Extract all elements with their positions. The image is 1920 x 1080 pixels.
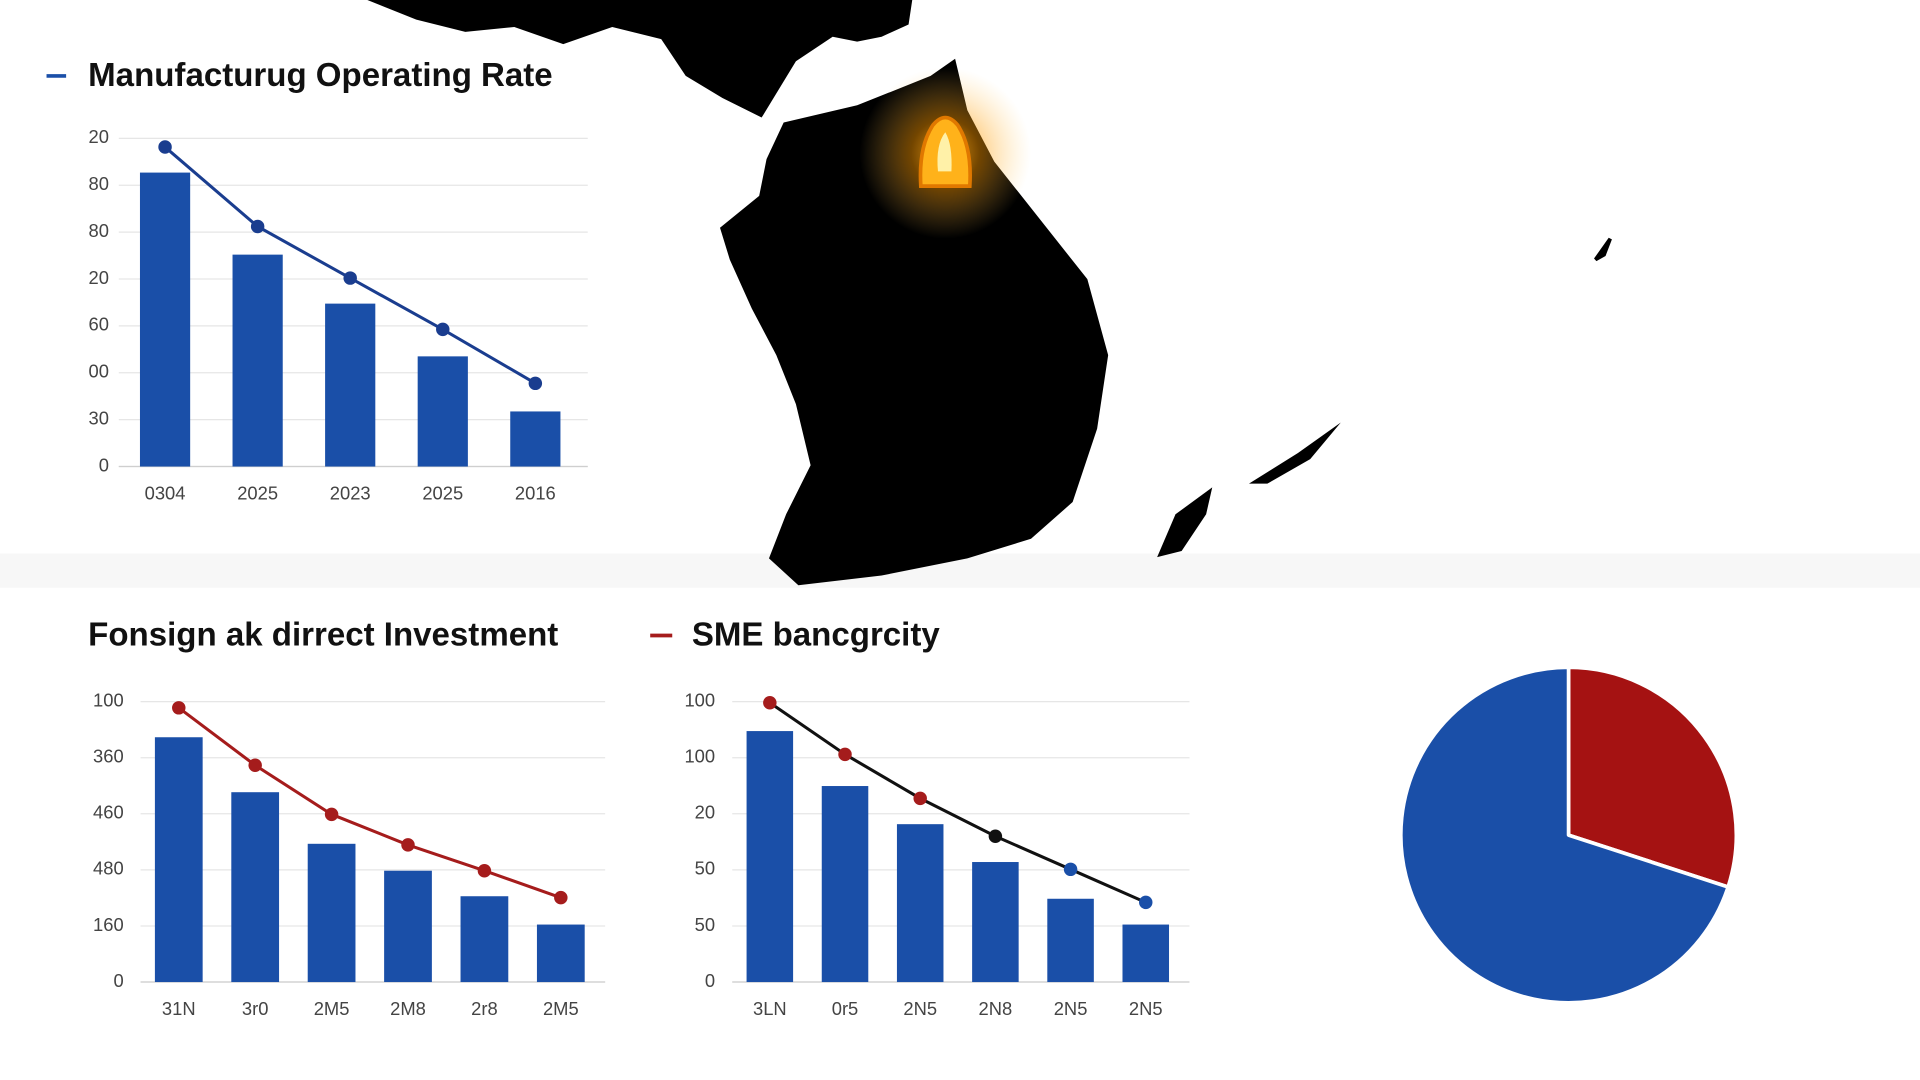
line-point xyxy=(172,701,186,715)
y-tick-label: 30 xyxy=(89,407,109,428)
y-tick-label: 480 xyxy=(93,858,124,879)
x-tick-label: 2N5 xyxy=(1054,998,1088,1019)
y-tick-label: 80 xyxy=(89,173,109,194)
line-point xyxy=(477,863,492,878)
x-tick-label: 2N5 xyxy=(1129,998,1163,1019)
bar xyxy=(536,924,585,983)
line-point xyxy=(401,838,415,852)
y-tick-label: 50 xyxy=(695,858,715,879)
y-tick-label: 80 xyxy=(89,220,109,241)
line-point xyxy=(1063,862,1078,877)
y-tick-label: 20 xyxy=(89,126,109,147)
bar xyxy=(384,870,432,983)
bar xyxy=(139,172,191,467)
x-tick-label: 2025 xyxy=(237,483,278,504)
line-point xyxy=(554,890,568,905)
line-point xyxy=(763,696,777,710)
y-tick-label: 100 xyxy=(684,746,715,767)
y-tick-label: 0 xyxy=(705,970,715,991)
bar xyxy=(1047,898,1094,983)
line-point xyxy=(436,322,450,337)
line-point xyxy=(324,807,339,822)
bar xyxy=(1122,924,1170,983)
bar xyxy=(510,411,561,467)
line-series xyxy=(177,706,562,900)
x-tick-label: 0r5 xyxy=(832,998,859,1019)
line-point xyxy=(1139,895,1153,910)
line-point xyxy=(838,747,852,762)
line-point xyxy=(158,140,172,154)
y-tick-label: 20 xyxy=(695,802,715,823)
x-tick-label: 2023 xyxy=(330,483,371,504)
alert-bell-highlight xyxy=(937,132,952,172)
map-island xyxy=(1594,237,1612,262)
bar xyxy=(896,824,944,983)
bar xyxy=(154,737,203,983)
bar xyxy=(325,303,376,467)
line-point xyxy=(250,219,265,234)
map xyxy=(367,0,1612,586)
bar xyxy=(231,792,280,983)
bar xyxy=(746,731,794,983)
bar xyxy=(232,254,283,467)
chart-title: Manufacturug Operating Rate xyxy=(88,57,553,94)
y-tick-label: 460 xyxy=(93,802,124,823)
line-point xyxy=(913,791,927,806)
x-tick-label: 3LN xyxy=(753,998,787,1019)
x-tick-label: 2016 xyxy=(515,483,556,504)
x-tick-label: 2N8 xyxy=(979,998,1013,1019)
x-tick-label: 2M5 xyxy=(314,998,350,1019)
y-tick-label: 00 xyxy=(89,361,109,382)
bar xyxy=(417,356,468,467)
line-series xyxy=(768,701,1147,904)
chart-title: Fonsign ak dirrect Investment xyxy=(88,616,558,653)
line-point xyxy=(528,376,543,391)
x-tick-label: 2M5 xyxy=(543,998,579,1019)
bar xyxy=(460,896,509,983)
line-point xyxy=(343,271,357,285)
x-tick-label: 0304 xyxy=(145,483,186,504)
chart-title: SME bancgrcity xyxy=(692,616,941,653)
bar xyxy=(821,786,869,983)
y-tick-label: 20 xyxy=(89,267,109,288)
y-tick-label: 160 xyxy=(93,914,124,935)
bar xyxy=(307,843,356,983)
map-island xyxy=(1248,422,1341,484)
pie-slice xyxy=(1566,665,1739,889)
y-tick-label: 0 xyxy=(113,970,123,991)
x-tick-label: 3r0 xyxy=(242,998,269,1019)
map-landmass xyxy=(367,0,913,118)
x-tick-label: 31N xyxy=(162,998,196,1019)
y-tick-label: 0 xyxy=(99,454,109,475)
x-tick-label: 2r8 xyxy=(471,998,498,1019)
y-tick-label: 100 xyxy=(93,689,124,710)
line-point xyxy=(988,829,1003,843)
bar xyxy=(972,862,1019,983)
pie-slice xyxy=(1399,665,1730,1005)
map-island xyxy=(1157,487,1213,558)
x-tick-label: 2M8 xyxy=(390,998,426,1019)
y-tick-label: 360 xyxy=(93,746,124,767)
x-tick-label: 2N5 xyxy=(903,998,937,1019)
y-tick-label: 50 xyxy=(695,914,715,935)
line-point xyxy=(248,758,262,773)
y-tick-label: 100 xyxy=(684,689,715,710)
y-tick-label: 60 xyxy=(89,314,109,335)
x-tick-label: 2025 xyxy=(422,483,463,504)
